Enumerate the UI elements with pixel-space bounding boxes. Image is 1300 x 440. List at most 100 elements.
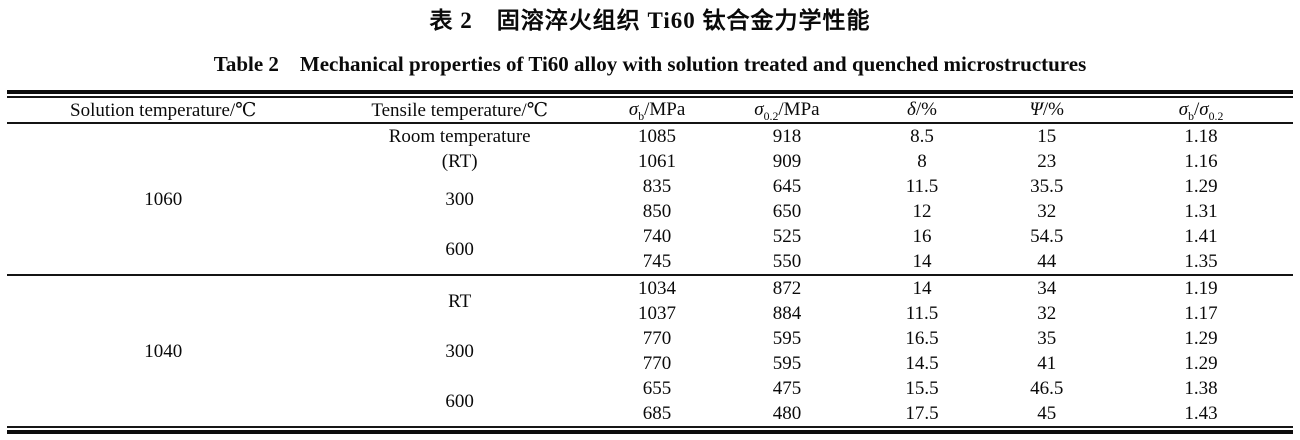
value-cell: 1.43	[1184, 403, 1218, 424]
tensile-temperature-label: 600	[445, 390, 474, 412]
tensile-temperature-cell: 300	[319, 174, 599, 224]
top-rule-thick	[7, 90, 1293, 94]
value-cell: 17.5	[905, 403, 939, 424]
value-cell: 54.5	[1030, 226, 1064, 247]
value-cell: 1.41	[1184, 226, 1218, 247]
table-row: 850 650 12 32 1.31	[7, 199, 1293, 224]
value-cell: 770	[642, 353, 672, 374]
greek-symbol: Ψ	[1029, 99, 1043, 120]
solution-temperature-cell: 1060	[144, 188, 183, 210]
value-cell: 41	[1037, 353, 1057, 374]
value-cell: 32	[1037, 303, 1057, 324]
value-cell: 770	[642, 328, 672, 349]
value-cell: 650	[772, 201, 802, 222]
table-row: 600 655 475 15.5 46.5 1.38	[7, 376, 1293, 412]
value-cell: 909	[772, 151, 802, 172]
value-cell: 32	[1037, 201, 1057, 222]
table-row: 1060 Room temperature (RT) 1085 918 8.5 15 1.18	[7, 123, 1293, 210]
value-cell: 16	[912, 226, 932, 247]
col-header-sigma-ratio: σb/σ0.2	[1109, 98, 1293, 124]
value-cell: 15	[1037, 126, 1057, 147]
value-cell: 12	[912, 201, 932, 222]
greek-symbol: δ	[906, 99, 916, 120]
header-unit: /MPa	[644, 99, 686, 120]
value-cell: 46.5	[1030, 378, 1064, 399]
table-row: 1040 RT 1034 872 14 34 1.19	[7, 274, 1293, 426]
value-cell: 745	[642, 251, 672, 272]
value-cell: 14	[859, 274, 985, 301]
header-label: Tensile temperature/℃	[371, 99, 548, 121]
tensile-temperature-label: 300	[445, 188, 474, 210]
symbol-subscript: b	[638, 109, 645, 123]
table-row: 745 550 14 44 1.35	[7, 249, 1293, 275]
table-title-chinese: 表 2 固溶淬火组织 Ti60 钛合金力学性能	[429, 8, 871, 33]
header-unit: /%	[1042, 99, 1064, 120]
value-cell: 1085	[638, 126, 677, 147]
value-cell: 16.5	[905, 328, 939, 349]
value-cell: 14	[912, 251, 932, 272]
value-cell: 884	[772, 303, 802, 324]
bottom-rule-thin	[7, 426, 1293, 428]
tensile-temperature-label: (RT)	[441, 151, 478, 172]
value-cell: 1.29	[1184, 353, 1218, 374]
value-cell: 850	[642, 201, 672, 222]
tensile-temperature-label: 300	[445, 340, 474, 362]
header-unit: /MPa	[778, 99, 820, 120]
tensile-temperature-label: RT	[448, 290, 472, 312]
value-cell: 1061	[638, 151, 677, 172]
value-cell: 475	[772, 378, 802, 399]
value-cell: 1.17	[1184, 303, 1218, 324]
value-cell: 1.19	[1109, 274, 1293, 301]
table-body: 1060 Room temperature (RT) 1085 918 8.5 15 1.18…	[7, 123, 1293, 426]
value-cell: 595	[772, 328, 802, 349]
value-cell: 35	[1037, 328, 1057, 349]
value-cell: 1.29	[1184, 176, 1218, 197]
header-unit: /%	[915, 99, 937, 120]
value-cell: 1.38	[1184, 378, 1218, 399]
value-cell: 15.5	[905, 378, 939, 399]
table-row: 685 480 17.5 45 1.43	[7, 401, 1293, 426]
tensile-temperature-cell: 600	[319, 224, 599, 275]
value-cell: 1.35	[1184, 251, 1218, 272]
greek-symbol: σ	[628, 99, 639, 120]
greek-symbol: σ	[1178, 99, 1189, 120]
value-cell: 595	[772, 353, 802, 374]
col-header-sigma-02: σ0.2/MPa	[714, 98, 860, 124]
value-cell: 23	[1037, 151, 1057, 172]
value-cell: 1037	[638, 303, 677, 324]
solution-temperature-cell: 1040	[7, 274, 320, 426]
value-cell: 1.16	[1184, 151, 1218, 172]
value-cell: 14.5	[905, 353, 939, 374]
value-cell: 1.18	[1184, 126, 1218, 147]
value-cell: 45	[1037, 403, 1057, 424]
value-cell: 872	[714, 274, 860, 301]
properties-table-wrap: Solution temperature/℃ Tensile temperatu…	[7, 90, 1293, 434]
value-cell: 685	[642, 403, 672, 424]
table-row: 600 740 525 16 54.5 1.41	[7, 224, 1293, 260]
value-cell: 655	[642, 378, 672, 399]
tensile-temperature-cell: 600	[319, 376, 599, 426]
greek-symbol: σ	[754, 99, 764, 120]
value-cell: 1034	[599, 274, 715, 301]
value-cell: 918	[772, 126, 802, 147]
value-cell: 645	[772, 176, 802, 197]
col-header-psi: Ψ/%	[984, 98, 1110, 124]
value-cell: 480	[772, 403, 802, 424]
value-cell: 525	[772, 226, 802, 247]
tensile-temperature-cell: Room temperature (RT)	[319, 123, 599, 174]
bottom-rule-thick	[7, 430, 1293, 434]
tensile-temperature-label: Room temperature	[388, 126, 531, 147]
value-cell: 1.29	[1184, 328, 1218, 349]
header-label: Solution temperature/℃	[70, 99, 257, 121]
value-cell: 550	[772, 251, 802, 272]
header-row: Solution temperature/℃ Tensile temperatu…	[7, 98, 1293, 124]
col-header-tensile-temperature: Tensile temperature/℃	[319, 98, 600, 124]
greek-symbol: σ	[1199, 99, 1209, 120]
col-header-delta: δ/%	[859, 98, 985, 124]
tensile-temperature-label: 600	[445, 238, 474, 260]
value-cell: 35.5	[1030, 176, 1064, 197]
table-row: 300 770 595 16.5 35 1.29	[7, 326, 1293, 362]
symbol-subscript: 0.2	[1208, 109, 1224, 123]
value-cell: 835	[642, 176, 672, 197]
